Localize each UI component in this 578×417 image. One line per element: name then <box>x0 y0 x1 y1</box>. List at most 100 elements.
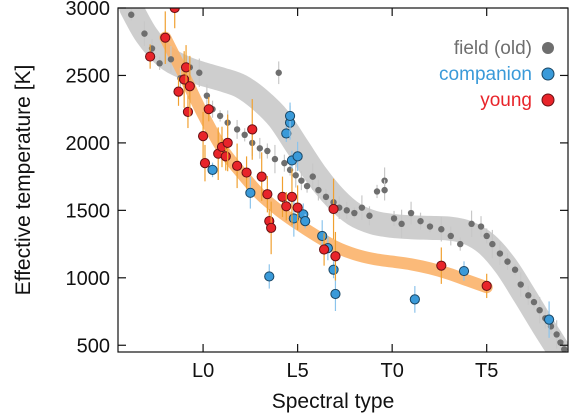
data-point <box>292 151 303 162</box>
trend-lines <box>119 8 568 352</box>
data-point <box>196 69 203 76</box>
data-point <box>184 81 195 92</box>
legend-marker-young <box>541 93 555 107</box>
data-point <box>160 32 171 43</box>
data-point <box>457 240 464 248</box>
data-point <box>322 193 330 201</box>
data-point <box>262 189 273 200</box>
series-3 <box>145 8 492 299</box>
data-point <box>197 131 209 142</box>
data-point <box>398 220 405 228</box>
data-point <box>553 331 560 338</box>
data-point <box>275 69 282 76</box>
data-point <box>292 172 299 179</box>
data-point <box>343 207 350 214</box>
legend-marker-companion <box>541 67 555 81</box>
x-axis-label: Spectral type <box>272 390 395 413</box>
x-tick-label: L5 <box>286 360 308 382</box>
data-point <box>300 216 311 227</box>
data-point <box>438 226 445 233</box>
data-point <box>557 339 564 346</box>
data-point <box>216 112 224 120</box>
plot-frame <box>117 7 569 353</box>
data-point <box>417 217 424 225</box>
legend-label-companion: companion <box>439 64 532 85</box>
data-point <box>203 104 214 115</box>
data-point <box>309 173 316 180</box>
data-point <box>264 147 271 155</box>
data-point <box>317 230 328 242</box>
data-point <box>292 202 303 213</box>
data-point <box>167 56 175 63</box>
data-point <box>409 294 420 305</box>
y-axis-label: Effective temperature [K] <box>12 65 35 296</box>
data-point <box>271 155 279 163</box>
data-point <box>447 232 454 240</box>
data-point <box>407 209 415 217</box>
data-point <box>286 191 298 202</box>
y-tick-label: 2500 <box>66 65 111 87</box>
x-tick-label: L0 <box>192 360 214 382</box>
data-point <box>381 186 388 194</box>
series-2 <box>207 102 555 338</box>
legend-label-young: young <box>480 90 532 111</box>
data-point <box>247 124 258 135</box>
data-point <box>504 258 511 265</box>
y-tick-label: 500 <box>77 335 110 357</box>
data-point <box>284 110 296 122</box>
data-point <box>517 281 524 288</box>
data-point <box>468 220 475 228</box>
data-point <box>173 86 184 97</box>
data-point <box>241 131 248 139</box>
y-tick-label: 2000 <box>66 133 111 155</box>
data-point <box>145 51 156 62</box>
data-point <box>169 8 180 14</box>
data-point <box>489 240 496 248</box>
data-point <box>222 137 233 149</box>
data-point <box>315 186 322 194</box>
data-point <box>496 250 504 257</box>
data-point <box>330 251 341 262</box>
data-point <box>156 60 163 67</box>
data-point <box>180 62 192 73</box>
data-point <box>543 314 555 325</box>
data-point <box>561 346 568 352</box>
data-point <box>232 160 243 171</box>
data-point <box>318 244 330 255</box>
data-point <box>207 164 218 175</box>
data-point <box>525 292 532 299</box>
data-point <box>303 182 311 190</box>
data-point <box>458 265 470 277</box>
y-tick-label: 1000 <box>66 268 111 290</box>
data-point <box>256 171 267 182</box>
data-point <box>373 188 381 195</box>
data-point <box>366 212 373 219</box>
data-point <box>281 201 292 212</box>
data-point <box>182 106 194 117</box>
x-tick-label: T0 <box>380 360 403 382</box>
data-point <box>266 222 277 233</box>
data-point <box>536 306 543 314</box>
data-point <box>245 187 256 198</box>
data-point <box>511 266 519 273</box>
data-point <box>426 223 434 230</box>
data-point <box>220 151 231 162</box>
data-point <box>141 30 148 37</box>
data-point <box>233 126 241 133</box>
data-point <box>298 177 305 184</box>
data-point <box>328 264 339 275</box>
data-point <box>241 167 252 178</box>
data-point <box>390 215 398 222</box>
x-tick-label: T5 <box>475 360 498 382</box>
data-point <box>256 145 264 152</box>
data-point <box>481 280 492 291</box>
y-tick-label: 1500 <box>66 200 111 222</box>
legend: field (old) companion young <box>439 38 555 111</box>
legend-marker-field <box>542 42 554 54</box>
data-point <box>351 209 358 217</box>
data-point <box>328 203 339 215</box>
y-tick-label: 3000 <box>66 0 111 20</box>
data-point <box>199 158 211 169</box>
